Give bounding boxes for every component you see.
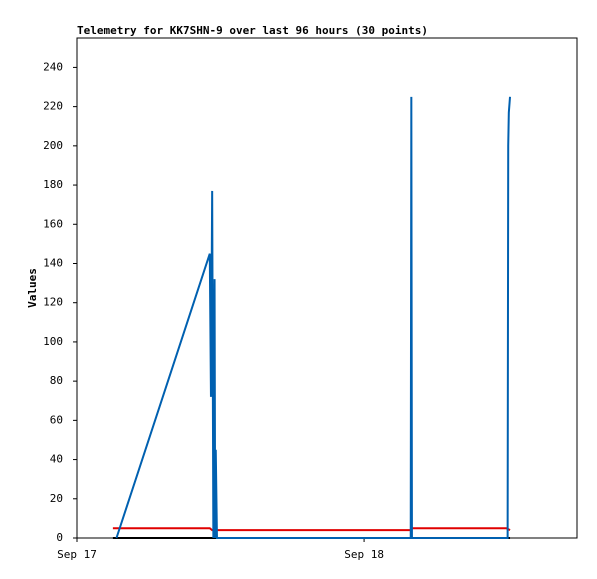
y-tick-label: 120 — [43, 296, 63, 309]
y-tick-label: 240 — [43, 60, 63, 73]
y-tick-label: 140 — [43, 256, 63, 269]
y-tick-label: 160 — [43, 217, 63, 230]
y-tick-label: 100 — [43, 335, 63, 348]
y-tick-label: 0 — [56, 531, 63, 544]
y-tick-label: 60 — [50, 413, 63, 426]
data-line — [115, 96, 512, 539]
x-tick-label: Sep 18 — [344, 548, 384, 561]
y-tick-label: 20 — [50, 492, 63, 505]
chart-title: Telemetry for KK7SHN-9 over last 96 hour… — [77, 24, 428, 37]
y-tick-label: 200 — [43, 139, 63, 152]
y-tick-label: 80 — [50, 374, 63, 387]
y-tick-label: 220 — [43, 100, 63, 113]
y-axis-label: Values — [26, 268, 39, 308]
x-tick-label: Sep 17 — [57, 548, 97, 561]
y-tick-label: 40 — [50, 453, 63, 466]
y-tick-label: 180 — [43, 178, 63, 191]
